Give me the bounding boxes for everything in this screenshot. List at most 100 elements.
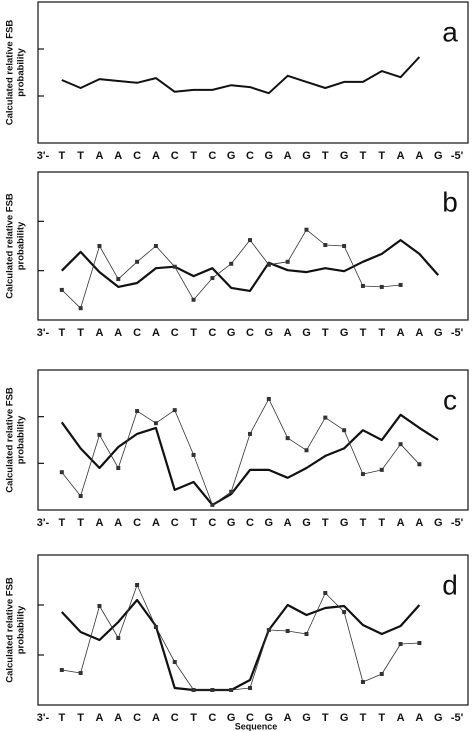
data-point	[229, 489, 234, 494]
x-tick-label: C	[171, 327, 179, 339]
x-tick-label: G	[340, 327, 349, 339]
data-point	[172, 408, 177, 413]
data-point	[342, 244, 347, 248]
y-axis-label: Calculated relative FSB	[5, 577, 16, 683]
y-axis-label: probability	[16, 48, 27, 97]
data-point	[97, 604, 102, 608]
x-tick-label: T	[360, 150, 367, 162]
x-tick-label: 3'-	[37, 712, 50, 724]
x-tick-label: C	[246, 517, 254, 529]
x-tick-label: A	[152, 150, 160, 162]
data-point	[304, 632, 309, 636]
y-axis-label: probability	[16, 415, 27, 464]
x-tick-label: -5'	[451, 327, 464, 339]
data-line	[60, 598, 421, 692]
x-tick-label: A	[114, 712, 122, 724]
x-tick-label: T	[58, 150, 65, 162]
x-tick-label: -5'	[451, 712, 464, 724]
data-point	[229, 688, 234, 692]
x-tick-label: C	[133, 327, 141, 339]
x-tick-label: G	[265, 327, 274, 339]
x-tick-label: T	[322, 517, 329, 529]
x-tick-label: T	[360, 327, 367, 339]
data-point	[323, 243, 328, 248]
x-tick-label: T	[77, 517, 84, 529]
x-tick-label: C	[171, 712, 179, 724]
data-point	[304, 227, 309, 232]
x-tick-label: C	[246, 712, 254, 724]
x-tick-label: T	[77, 150, 84, 162]
x-tick-label: A	[415, 517, 423, 529]
data-point	[116, 277, 121, 282]
x-tick-label: T	[378, 150, 385, 162]
data-point	[135, 409, 140, 414]
x-tick-label: A	[284, 712, 292, 724]
x-tick-label: 3'-	[37, 517, 50, 529]
x-tick-label: A	[415, 150, 423, 162]
x-tick-label: C	[208, 712, 216, 724]
x-tick-label: C	[208, 327, 216, 339]
x-tick-label: A	[152, 517, 160, 529]
panel-label: b	[442, 186, 458, 217]
panel-label: a	[442, 16, 458, 47]
plot-frame	[37, 171, 469, 321]
data-point	[210, 688, 215, 692]
data-point	[191, 297, 196, 302]
y-axis-label: Calculated relative FSB	[5, 193, 16, 299]
data-line	[60, 413, 439, 506]
x-tick-label: T	[58, 327, 65, 339]
x-tick-label: 3'-	[37, 150, 50, 162]
plot-frame	[37, 369, 469, 511]
x-tick-label: T	[360, 712, 367, 724]
x-tick-label: T	[190, 517, 197, 529]
data-point	[153, 421, 158, 426]
x-tick-label: A	[284, 327, 292, 339]
x-tick-label: G	[340, 712, 349, 724]
data-point	[116, 466, 121, 470]
data-point	[360, 472, 365, 477]
x-tick-label: T	[190, 150, 197, 162]
x-tick-label: G	[434, 327, 443, 339]
x-tick-label: -5'	[451, 150, 464, 162]
x-tick-label: C	[208, 150, 216, 162]
data-point	[417, 462, 422, 467]
data-point	[398, 642, 403, 646]
data-line	[61, 398, 420, 506]
x-tick-label: G	[227, 517, 236, 529]
x-tick-label: T	[322, 712, 329, 724]
data-point	[323, 415, 328, 420]
x-tick-label: G	[302, 517, 311, 529]
data-point	[266, 396, 271, 401]
data-line	[61, 584, 420, 691]
x-tick-label: G	[434, 712, 443, 724]
x-tick-label: A	[152, 712, 160, 724]
data-point	[191, 452, 196, 457]
y-axis-label: Calculated relative FSB	[5, 20, 16, 126]
data-point	[248, 686, 253, 690]
data-point	[210, 276, 215, 281]
x-tick-label: T	[322, 150, 329, 162]
data-point	[360, 680, 365, 684]
x-tick-label: G	[265, 150, 274, 162]
y-axis-label: probability	[16, 221, 27, 270]
data-point	[285, 629, 290, 633]
data-point	[360, 283, 365, 288]
x-tick-label: G	[265, 712, 274, 724]
data-point	[323, 591, 328, 595]
data-point	[285, 259, 290, 264]
x-tick-label: A	[95, 150, 103, 162]
data-point	[153, 625, 158, 629]
x-tick-label: C	[171, 150, 179, 162]
x-tick-label: G	[302, 327, 311, 339]
x-tick-label: G	[265, 517, 274, 529]
plot-frame	[37, 1, 469, 144]
x-tick-label: C	[133, 712, 141, 724]
x-tick-label: T	[58, 517, 65, 529]
panel-label: d	[442, 569, 458, 600]
x-tick-label: G	[434, 517, 443, 529]
x-tick-label: T	[378, 712, 385, 724]
data-point	[266, 262, 271, 267]
data-point	[398, 282, 403, 287]
x-tick-label: A	[114, 517, 122, 529]
data-point	[304, 448, 309, 453]
